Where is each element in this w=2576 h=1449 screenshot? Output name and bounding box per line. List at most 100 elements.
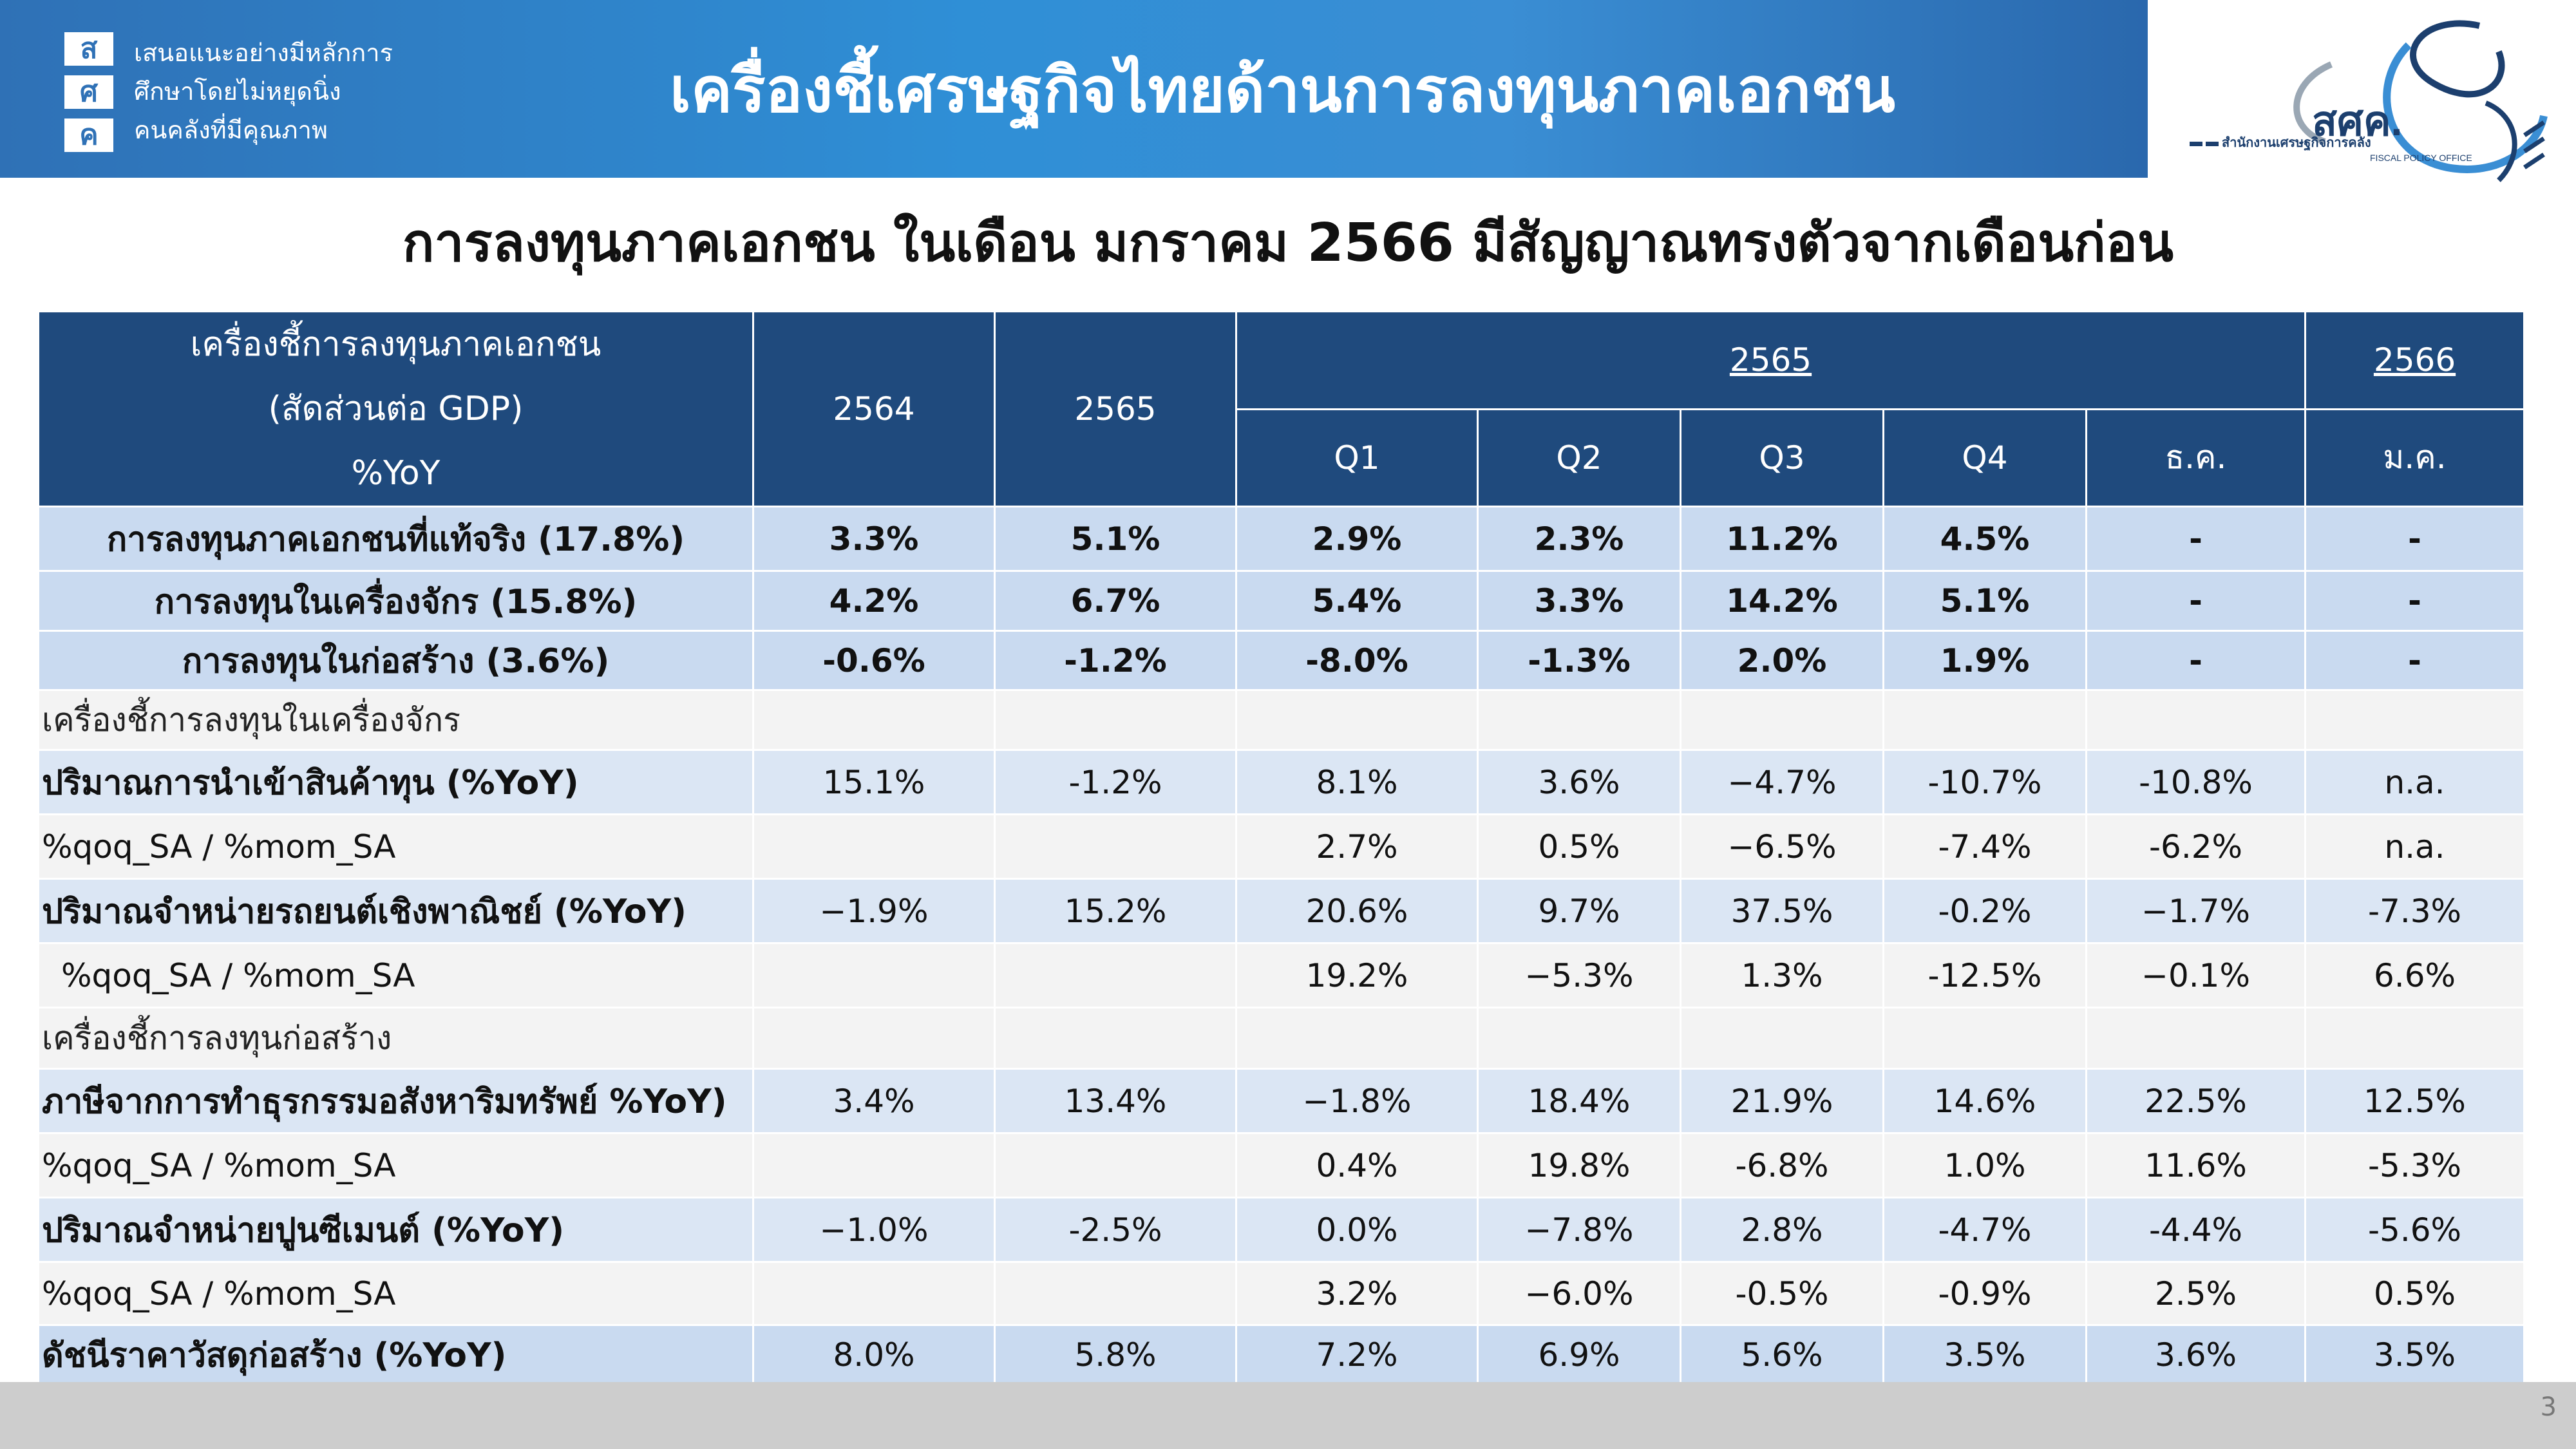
cell-value (994, 813, 1237, 880)
cell-value (994, 1132, 1237, 1198)
header-q4: Q4 (1882, 408, 2087, 507)
cell-value: -7.4% (1882, 813, 2087, 880)
row-label: ปริมาณจำหน่ายปูนซีเมนต์ (%YoY) (37, 1197, 754, 1263)
cell-value: −4.7% (1680, 749, 1884, 815)
table-row: ปริมาณจำหน่ายปูนซีเมนต์ (%YoY) −1.0% -2.… (37, 1197, 2526, 1263)
cell-value (2085, 689, 2307, 751)
row-label: ปริมาณการนำเข้าสินค้าทุน (%YoY) (37, 749, 754, 815)
header-indicator-label: เครื่องชี้การลงทุนภาคเอกชน (สัดส่วนต่อ G… (37, 310, 754, 507)
cell-value (752, 942, 996, 1009)
cell-value (752, 1261, 996, 1326)
cell-value: - (2085, 570, 2307, 632)
cell-value: −1.7% (2085, 878, 2307, 944)
cell-value: -0.2% (1882, 878, 2087, 944)
cell-value: -10.7% (1882, 749, 2087, 815)
cell-value: −0.1% (2085, 942, 2307, 1009)
cell-value (1882, 1007, 2087, 1070)
header-q2: Q2 (1477, 408, 1681, 507)
cell-value (994, 1261, 1237, 1326)
cell-value: -0.6% (752, 630, 996, 691)
cell-value: n.a. (2304, 813, 2526, 880)
table-row: การลงทุนในก่อสร้าง (3.6%) -0.6% -1.2% -8… (37, 630, 2526, 691)
cell-value: -2.5% (994, 1197, 1237, 1263)
cell-value (2304, 689, 2526, 751)
cell-value: 13.4% (994, 1068, 1237, 1134)
cell-value: 37.5% (1680, 878, 1884, 944)
header-dec: ธ.ค. (2085, 408, 2307, 507)
cell-value: 9.7% (1477, 878, 1681, 944)
cell-value: -5.3% (2304, 1132, 2526, 1198)
header-label-line: เครื่องชี้การลงทุนภาคเอกชน (190, 325, 601, 364)
cell-value: -7.3% (2304, 878, 2526, 944)
cell-value: -6.2% (2085, 813, 2307, 880)
header-jan: ม.ค. (2304, 408, 2526, 507)
header-label-line: %YoY (351, 454, 440, 493)
page-number: 3 (2540, 1392, 2557, 1422)
cell-value (994, 1007, 1237, 1070)
table-row: ดัชนีราคาวัสดุก่อสร้าง (%YoY) 8.0% 5.8% … (37, 1324, 2526, 1385)
tagline-line: ศึกษาโดยไม่หยุดนิ่ง (134, 77, 341, 106)
cell-value: - (2304, 630, 2526, 691)
header-year-2564: 2564 (752, 310, 996, 507)
row-label: การลงทุนในก่อสร้าง (3.6%) (37, 630, 754, 691)
header-q3: Q3 (1680, 408, 1884, 507)
cell-value: 2.9% (1235, 506, 1479, 572)
cell-value: 2.5% (2085, 1261, 2307, 1326)
cell-value: 4.5% (1882, 506, 2087, 572)
cell-value: 18.4% (1477, 1068, 1681, 1134)
investment-indicator-table: เครื่องชี้การลงทุนภาคเอกชน (สัดส่วนต่อ G… (37, 310, 2526, 1385)
cell-value: -1.3% (1477, 630, 1681, 691)
table-row: การลงทุนในเครื่องจักร (15.8%) 4.2% 6.7% … (37, 570, 2526, 632)
cell-value: 20.6% (1235, 878, 1479, 944)
cell-value: 6.7% (994, 570, 1237, 632)
cell-value: -0.5% (1680, 1261, 1884, 1326)
table-section-row: เครื่องชี้การลงทุนในเครื่องจักร (37, 689, 2526, 751)
cell-value (1477, 1007, 1681, 1070)
header-label-line: (สัดส่วนต่อ GDP) (268, 390, 524, 428)
cell-value: -6.8% (1680, 1132, 1884, 1198)
cell-value: 5.8% (994, 1324, 1237, 1385)
cell-value: n.a. (2304, 749, 2526, 815)
table-row: %qoq_SA / %mom_SA 19.2% −5.3% 1.3% -12.5… (37, 942, 2526, 1009)
cell-value (1680, 689, 1884, 751)
header-band (0, 0, 2148, 178)
brand-short-text: สศค. (2312, 98, 2402, 144)
tagline-line: คนคลังที่มีคุณภาพ (134, 116, 328, 144)
cell-value: 3.6% (2085, 1324, 2307, 1385)
cell-value: 15.2% (994, 878, 1237, 944)
logo-letter: ศ (64, 75, 113, 109)
brand-en-text: FISCAL POLICY OFFICE (2370, 153, 2472, 163)
header-year-2565: 2565 (994, 310, 1237, 507)
cell-value (1235, 689, 1479, 751)
cell-value (752, 689, 996, 751)
cell-value: 3.3% (1477, 570, 1681, 632)
cell-value: 3.5% (2304, 1324, 2526, 1385)
cell-value: - (2085, 506, 2307, 572)
cell-value: -4.7% (1882, 1197, 2087, 1263)
cell-value: 14.2% (1680, 570, 1884, 632)
cell-value (752, 1132, 996, 1198)
cell-value: 19.2% (1235, 942, 1479, 1009)
cell-value: 3.5% (1882, 1324, 2087, 1385)
cell-value: -4.4% (2085, 1197, 2307, 1263)
slide-subtitle: การลงทุนภาคเอกชน ในเดือน มกราคม 2566 มีส… (402, 213, 2174, 274)
table-row: %qoq_SA / %mom_SA 2.7% 0.5% −6.5% -7.4% … (37, 813, 2526, 880)
cell-value (1477, 689, 1681, 751)
cell-value: −6.0% (1477, 1261, 1681, 1326)
cell-value: -1.2% (994, 630, 1237, 691)
cell-value: -12.5% (1882, 942, 2087, 1009)
cell-value: 0.4% (1235, 1132, 1479, 1198)
cell-value: -0.9% (1882, 1261, 2087, 1326)
cell-value: 7.2% (1235, 1324, 1479, 1385)
cell-value (1882, 689, 2087, 751)
footer-band (0, 1382, 2576, 1449)
cell-value: 0.5% (2304, 1261, 2526, 1326)
cell-value (752, 1007, 996, 1070)
cell-value: 21.9% (1680, 1068, 1884, 1134)
cell-value: 2.0% (1680, 630, 1884, 691)
table-row: ปริมาณการนำเข้าสินค้าทุน (%YoY) 15.1% -1… (37, 749, 2526, 815)
cell-value: -5.6% (2304, 1197, 2526, 1263)
cell-value: 2.8% (1680, 1197, 1884, 1263)
cell-value: −1.8% (1235, 1068, 1479, 1134)
header-q1: Q1 (1235, 408, 1479, 507)
